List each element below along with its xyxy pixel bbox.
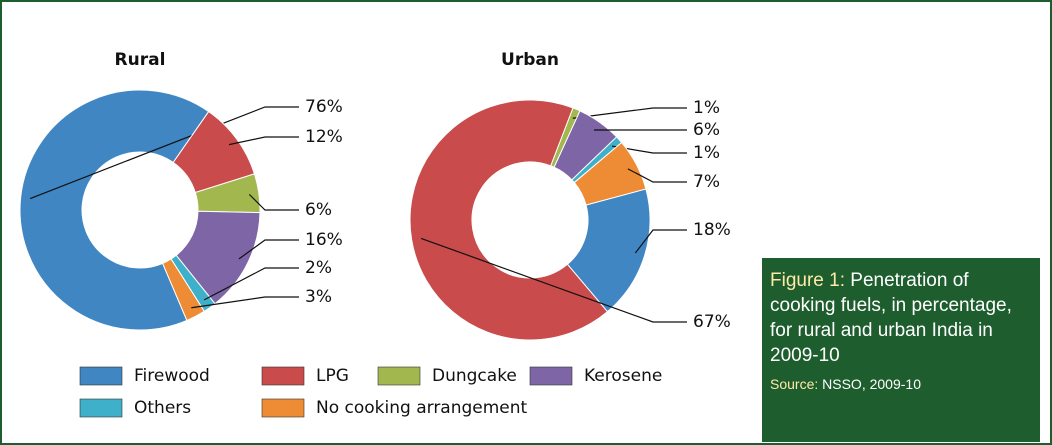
data-label: 1% bbox=[693, 98, 720, 118]
leader-line bbox=[29, 106, 299, 200]
legend-label: Firewood bbox=[134, 366, 210, 386]
data-label: 6% bbox=[305, 200, 332, 220]
caption-text: Penetration of cooking fuels, in percent… bbox=[770, 270, 1012, 366]
data-label: 12% bbox=[305, 127, 343, 147]
data-label: 76% bbox=[305, 97, 343, 117]
leader-line bbox=[238, 239, 299, 260]
data-label: 6% bbox=[693, 120, 720, 140]
legend-swatch bbox=[79, 366, 123, 386]
data-label: 18% bbox=[693, 220, 731, 240]
chart-title: Urban bbox=[501, 50, 559, 70]
legend-swatch bbox=[377, 366, 421, 386]
data-label: 1% bbox=[693, 143, 720, 163]
legend-label: Kerosene bbox=[584, 366, 662, 386]
chart-title: Rural bbox=[115, 50, 166, 70]
legend-swatch bbox=[261, 398, 305, 418]
legend-swatch bbox=[79, 398, 123, 418]
leader-line bbox=[572, 107, 687, 119]
leader-line bbox=[248, 193, 299, 211]
caption-label: Figure 1: bbox=[770, 270, 845, 291]
leader-line bbox=[228, 136, 299, 146]
legend-label: Others bbox=[134, 398, 191, 418]
source-label: Source: bbox=[770, 376, 819, 392]
source: Source: NSSO, 2009-10 bbox=[770, 372, 1032, 397]
data-label: 2% bbox=[305, 258, 332, 278]
slice bbox=[409, 99, 609, 341]
slice bbox=[19, 89, 210, 331]
leader-line bbox=[627, 168, 687, 183]
leader-line bbox=[203, 267, 299, 301]
leader-line bbox=[634, 229, 687, 254]
slice bbox=[162, 258, 205, 322]
data-label: 16% bbox=[305, 230, 343, 250]
slice bbox=[573, 141, 647, 206]
legend-swatch bbox=[529, 366, 573, 386]
legend-label: Dungcake bbox=[432, 366, 517, 386]
data-label: 67% bbox=[693, 312, 731, 332]
caption: Figure 1: Penetration of cooking fuels, … bbox=[762, 258, 1040, 442]
legend-label: No cooking arrangement bbox=[316, 398, 528, 418]
legend-swatch bbox=[261, 366, 305, 386]
legend-label: LPG bbox=[316, 366, 349, 386]
leader-line bbox=[420, 237, 687, 323]
source-text: NSSO, 2009-10 bbox=[822, 376, 921, 392]
data-label: 7% bbox=[693, 172, 720, 192]
data-label: 3% bbox=[305, 287, 332, 307]
leader-line bbox=[191, 296, 299, 309]
